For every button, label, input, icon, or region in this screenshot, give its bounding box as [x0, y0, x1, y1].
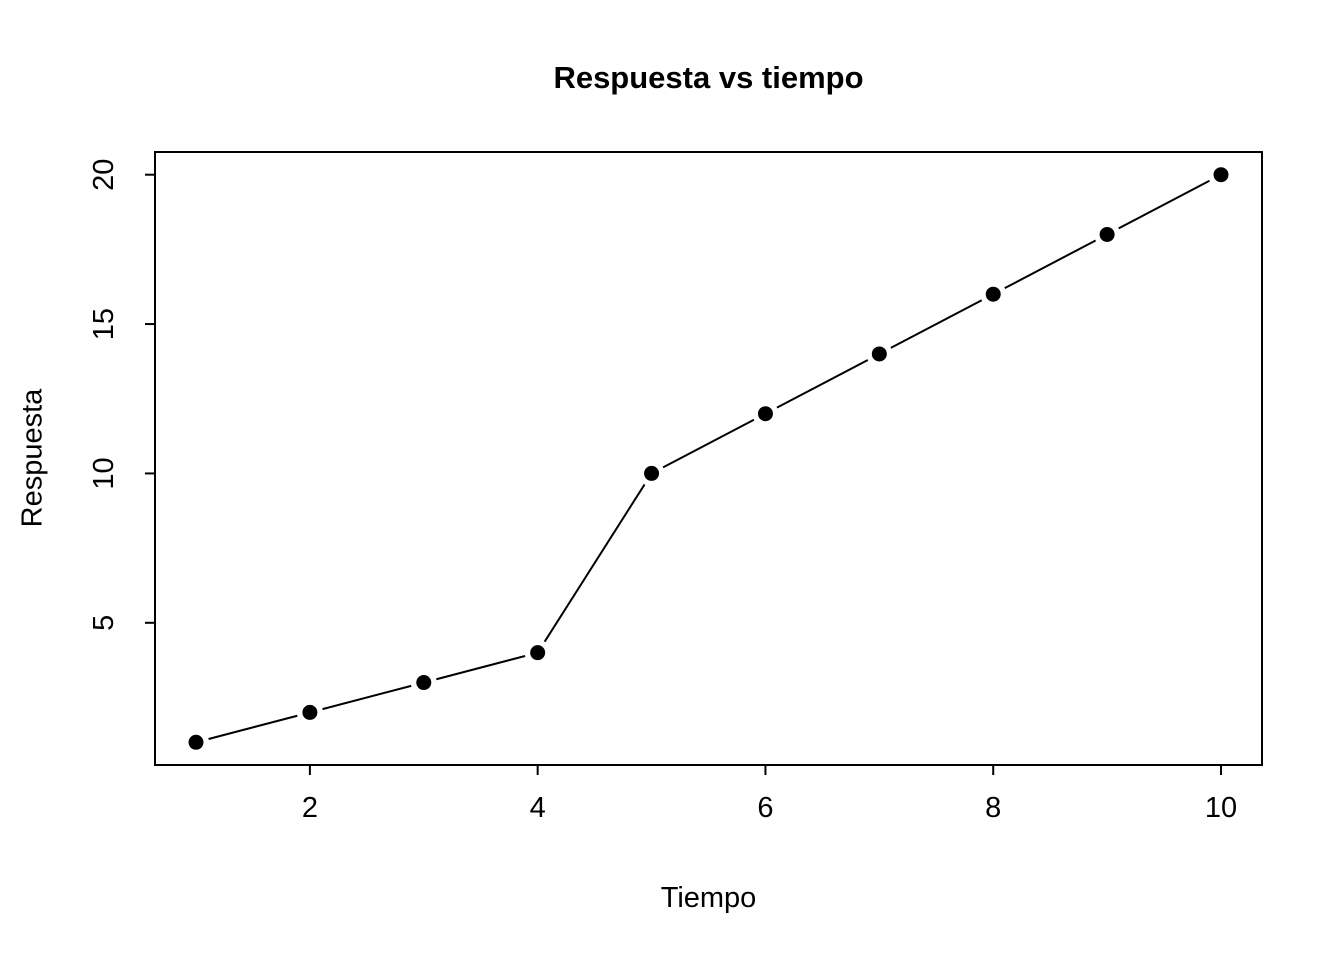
data-point [871, 346, 887, 362]
data-point [188, 734, 204, 750]
data-point [1213, 167, 1229, 183]
plot-box [154, 151, 1263, 766]
series-segment [436, 655, 526, 681]
series-segment [776, 359, 869, 409]
chart-title: Respuesta vs tiempo [553, 60, 864, 95]
series-segment [890, 299, 983, 349]
data-point [985, 286, 1001, 302]
series-segment [1118, 179, 1210, 230]
y-tick-label: 10 [88, 457, 120, 489]
x-tick-label: 4 [530, 792, 546, 824]
x-tick-label: 10 [1205, 792, 1237, 824]
series-segment [1004, 239, 1097, 290]
x-axis-label: Tiempo [660, 882, 757, 914]
data-point [757, 406, 773, 422]
y-tick-label: 20 [88, 159, 120, 191]
x-tick-label: 2 [302, 792, 318, 824]
series-segment [543, 483, 646, 643]
data-point [416, 675, 432, 691]
series-segment [208, 714, 298, 740]
series-segment [662, 418, 755, 469]
y-tick-label: 15 [88, 308, 120, 340]
data-point [644, 465, 660, 481]
y-tick-label: 5 [88, 615, 120, 631]
x-tick-label: 8 [985, 792, 1001, 824]
data-point [302, 704, 318, 720]
x-tick-label: 6 [757, 792, 773, 824]
series-segment [322, 684, 412, 711]
data-point [1099, 226, 1115, 242]
y-axis-label: Respuesta [16, 388, 49, 528]
data-point [530, 645, 546, 661]
